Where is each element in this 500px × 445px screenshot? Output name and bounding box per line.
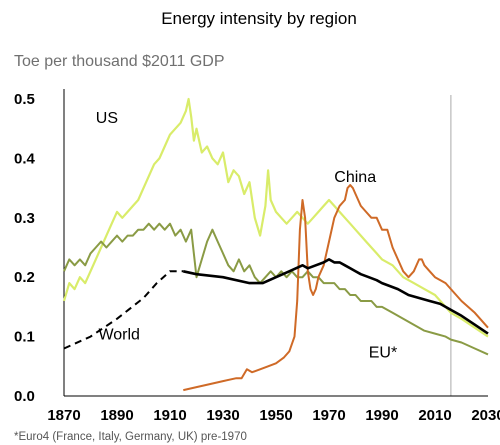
x-tick-label: 1930	[206, 407, 239, 424]
series-label-china: China	[334, 169, 376, 186]
x-tick-label: 1870	[47, 407, 80, 424]
y-tick-label: 0.0	[14, 388, 35, 405]
plot-area: 0.0 0.1 0.2 0.3 0.4 0.5 1870 1890 1910 1930 1950 19…	[14, 89, 500, 424]
series-line-world	[183, 258, 489, 335]
series-line-eu	[63, 222, 489, 356]
chart-title: Energy intensity by region	[161, 9, 357, 28]
x-tick-label: 1970	[312, 407, 345, 424]
series-label-eu: EU*	[369, 344, 397, 361]
y-tick-label: 0.1	[14, 329, 35, 346]
y-tick-label: 0.4	[14, 150, 36, 167]
x-tick-label: 1950	[259, 407, 292, 424]
y-tick-label: 0.2	[14, 269, 35, 286]
x-tick-label: 1990	[365, 407, 398, 424]
footnote: *Euro4 (France, Italy, Germany, UK) pre-…	[14, 431, 247, 443]
series-label-world: World	[98, 327, 140, 344]
x-tick-label: 1910	[153, 407, 186, 424]
series-line-world-dashed	[63, 270, 184, 350]
y-tick-label: 0.5	[14, 91, 35, 108]
y-axis-unit-label: Toe per thousand $2011 GDP	[14, 53, 225, 70]
x-tick-label: 2030	[471, 407, 500, 424]
x-tick-label: 1890	[100, 407, 133, 424]
series-label-us: US	[96, 110, 118, 127]
x-tick-label: 2010	[418, 407, 451, 424]
series-line-us	[62, 97, 489, 338]
y-tick-label: 0.3	[14, 210, 35, 227]
series-line-china	[183, 184, 489, 392]
